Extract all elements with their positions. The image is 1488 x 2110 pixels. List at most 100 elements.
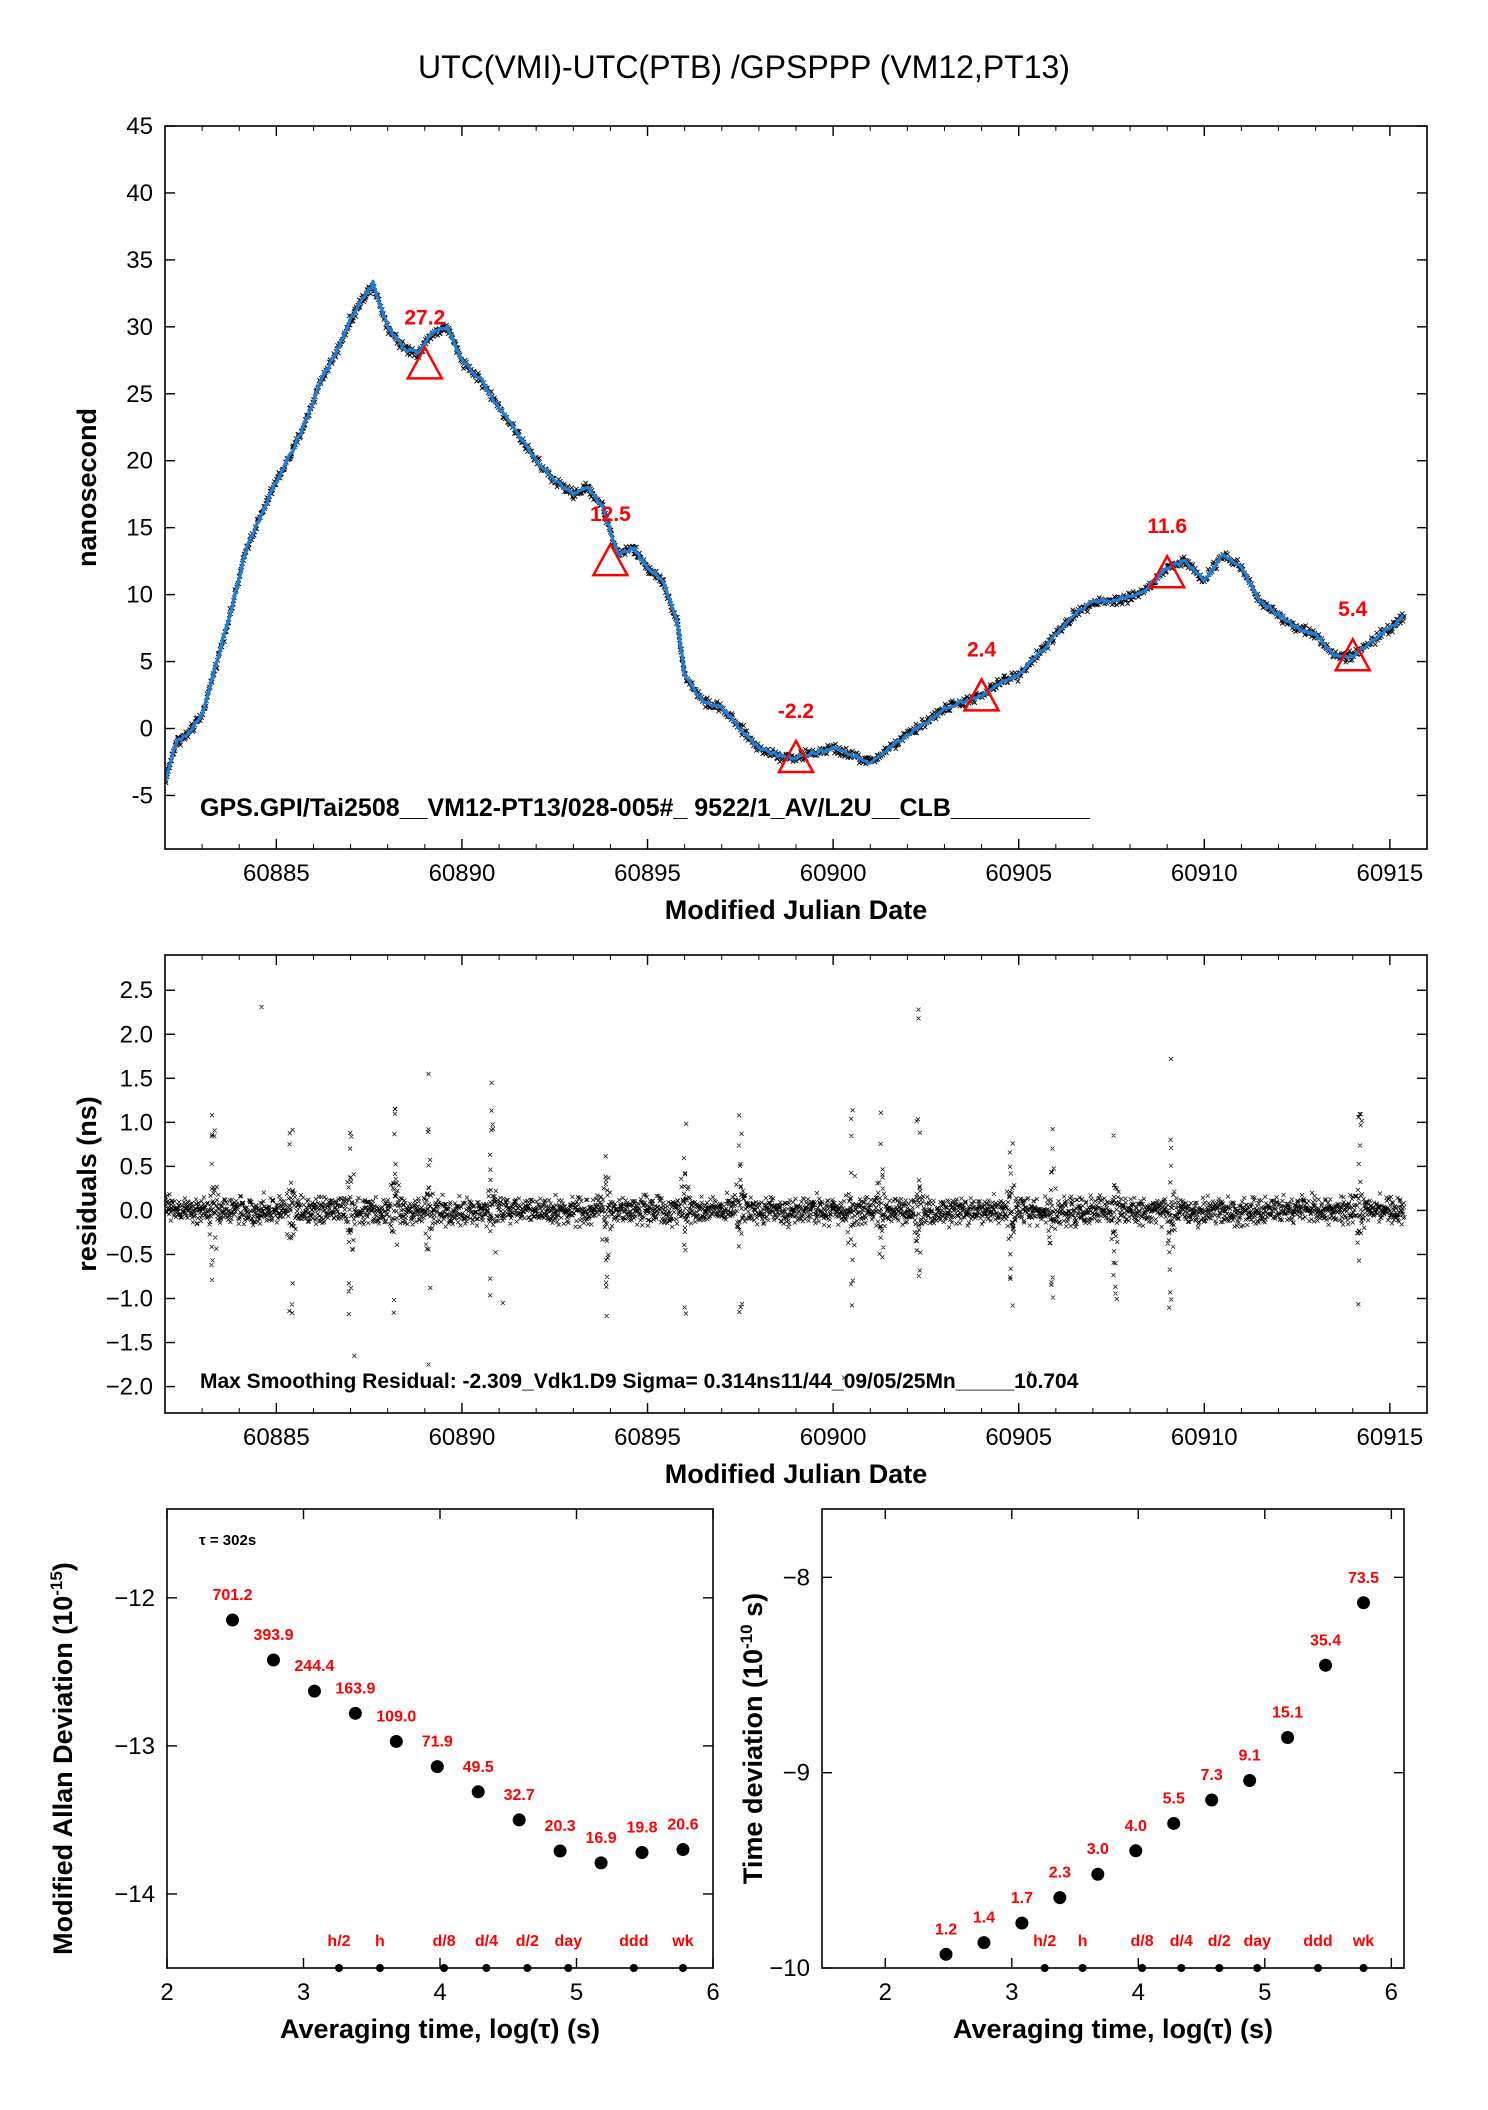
y-tick-label: 5 bbox=[140, 649, 153, 676]
deviation-point bbox=[307, 1684, 321, 1698]
y-tick-label: 1.5 bbox=[120, 1065, 153, 1092]
deviation-point bbox=[266, 1653, 280, 1667]
time-marker-dot bbox=[1313, 1964, 1322, 1972]
time-marker-label: h bbox=[375, 1933, 385, 1950]
time-marker-label: h/2 bbox=[1033, 1933, 1056, 1950]
chart-title: UTC(VMI)-UTC(PTB) /GPSPPP (VM12,PT13) bbox=[418, 49, 1070, 85]
deviation-point bbox=[348, 1706, 362, 1720]
x-axis-label: Modified Julian Date bbox=[665, 1459, 928, 1489]
y-tick-label: −0.5 bbox=[106, 1241, 153, 1268]
deviation-label: 109.0 bbox=[376, 1708, 416, 1725]
x-tick-label: 4 bbox=[1132, 1979, 1145, 2006]
panel1-axes: 60885 60890 60895 60900 60905 60910 60915 -5 0 5 1… bbox=[126, 113, 1428, 887]
time-marker-dot bbox=[375, 1964, 384, 1972]
marker-label: 2.4 bbox=[967, 638, 997, 661]
time-marker-dot bbox=[1040, 1964, 1049, 1972]
deviation-label: 5.5 bbox=[1163, 1790, 1185, 1807]
x-tick-label: 60905 bbox=[985, 1424, 1052, 1451]
y-axis-label: Time deviation (10-10 s) bbox=[737, 1593, 768, 1884]
time-marker-dot bbox=[629, 1964, 638, 1972]
y-tick-label: 45 bbox=[126, 113, 153, 140]
panel2-axes: 60885 60890 60895 60900 60905 60910 60915 −2.0 −… bbox=[106, 955, 1428, 1451]
y-tick-label: 40 bbox=[126, 180, 153, 207]
deviation-point bbox=[1129, 1844, 1143, 1858]
deviation-label: 9.1 bbox=[1239, 1747, 1261, 1764]
deviation-label: 49.5 bbox=[463, 1759, 494, 1776]
time-marker-label: wk bbox=[1352, 1933, 1374, 1950]
deviation-point bbox=[1053, 1891, 1067, 1905]
y-tick-label: −9 bbox=[783, 1760, 810, 1787]
y-tick-label: 2.0 bbox=[120, 1021, 153, 1048]
y-tick-label: 1.0 bbox=[120, 1109, 153, 1136]
time-marker-dot bbox=[1078, 1964, 1087, 1972]
y-tick-label: −10 bbox=[769, 1955, 810, 1982]
x-tick-label: 60900 bbox=[800, 860, 867, 887]
deviation-point bbox=[1015, 1916, 1029, 1930]
x-tick-label: 60910 bbox=[1171, 1424, 1238, 1451]
y-axis-label: residuals (ns) bbox=[72, 1096, 102, 1272]
marker-label: 11.6 bbox=[1147, 515, 1187, 538]
triangle-marker bbox=[962, 676, 1001, 712]
y-tick-label: 2.5 bbox=[120, 977, 153, 1004]
time-marker-dot bbox=[1138, 1964, 1147, 1972]
x-tick-label: 5 bbox=[1258, 1979, 1271, 2006]
plot-frame-2 bbox=[164, 954, 1428, 1414]
deviation-point bbox=[553, 1844, 567, 1858]
deviation-label: 163.9 bbox=[335, 1680, 375, 1697]
deviation-label: 16.9 bbox=[585, 1830, 616, 1847]
y-tick-label: 10 bbox=[126, 582, 153, 609]
x-tick-label: 2 bbox=[879, 1979, 892, 2006]
deviation-label: 7.3 bbox=[1201, 1767, 1223, 1784]
time-marker-label: d/2 bbox=[516, 1933, 539, 1950]
deviation-point bbox=[1319, 1658, 1333, 1672]
deviation-label: 1.7 bbox=[1011, 1890, 1033, 1907]
marker-label: 12.5 bbox=[590, 503, 631, 526]
y-tick-label: −8 bbox=[783, 1564, 810, 1591]
x-tick-label: 2 bbox=[160, 1979, 173, 2006]
y-tick-label: 0.0 bbox=[120, 1197, 153, 1224]
deviation-point bbox=[1357, 1596, 1371, 1610]
time-marker-dot bbox=[1215, 1964, 1224, 1972]
x-tick-label: 6 bbox=[706, 1979, 719, 2006]
y-axis-label: Modified Allan Deviation (10-15) bbox=[47, 1562, 78, 1955]
deviation-label: 20.6 bbox=[667, 1817, 698, 1834]
time-marker-dot bbox=[1177, 1964, 1186, 1972]
x-tick-label: 60900 bbox=[800, 1424, 867, 1451]
y-tick-label: 15 bbox=[126, 515, 153, 542]
x-tick-label: 60885 bbox=[243, 860, 310, 887]
y-tick-label: −1.0 bbox=[106, 1286, 153, 1313]
x-tick-label: 3 bbox=[1005, 1979, 1018, 2006]
triangle-marker bbox=[776, 738, 816, 774]
time-marker-label: d/4 bbox=[1170, 1933, 1193, 1950]
x-tick-label: 60890 bbox=[429, 1424, 496, 1451]
time-marker-label: h/2 bbox=[327, 1933, 350, 1950]
smoothed-series-line bbox=[165, 279, 1405, 784]
deviation-label: 1.4 bbox=[973, 1910, 995, 1927]
x-tick-label: 60890 bbox=[429, 860, 496, 887]
y-axis-label: nanosecond bbox=[72, 408, 102, 567]
x-axis-label: Averaging time, log(τ) (s) bbox=[953, 2014, 1273, 2044]
time-marker-label: d/2 bbox=[1208, 1933, 1231, 1950]
deviation-point bbox=[226, 1613, 240, 1627]
time-marker-label: d/8 bbox=[433, 1933, 456, 1950]
marker-label: 27.2 bbox=[404, 306, 445, 329]
time-marker-label: ddd bbox=[1303, 1933, 1332, 1950]
deviation-point bbox=[1281, 1731, 1295, 1745]
time-marker-label: day bbox=[555, 1933, 583, 1950]
deviation-point bbox=[471, 1785, 485, 1799]
x-tick-label: 60895 bbox=[614, 860, 681, 887]
deviation-point bbox=[594, 1856, 608, 1870]
deviation-label: 32.7 bbox=[504, 1787, 535, 1804]
deviation-label: 701.2 bbox=[212, 1587, 252, 1604]
y-tick-label: −12 bbox=[114, 1585, 155, 1612]
triangle-marker bbox=[1333, 636, 1372, 672]
deviation-point bbox=[1205, 1793, 1219, 1807]
x-axis-label: Averaging time, log(τ) (s) bbox=[280, 2014, 600, 2044]
deviation-label: 3.0 bbox=[1087, 1841, 1109, 1858]
deviation-point bbox=[977, 1936, 991, 1950]
time-marker-label: wk bbox=[671, 1933, 693, 1950]
marker-label: 5.4 bbox=[1338, 598, 1368, 621]
deviation-point bbox=[939, 1947, 953, 1961]
time-marker-dot bbox=[482, 1964, 491, 1972]
x-tick-label: 3 bbox=[297, 1979, 310, 2006]
